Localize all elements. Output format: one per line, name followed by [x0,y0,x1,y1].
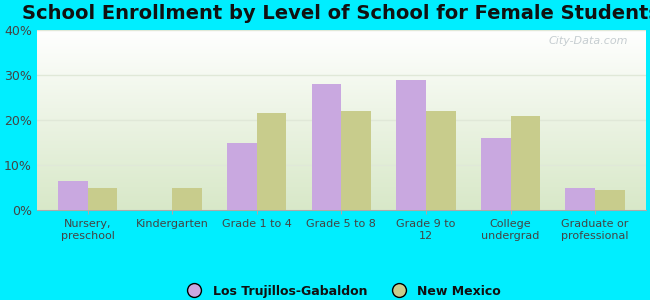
Bar [481,138,510,210]
Bar [312,84,341,210]
Bar [426,111,456,210]
Legend: Los Trujillos-Gabaldon, New Mexico: Los Trujillos-Gabaldon, New Mexico [177,280,506,300]
Bar [595,190,625,210]
Bar [510,116,540,210]
Bar [341,111,371,210]
Bar [227,142,257,210]
Bar [396,80,426,210]
Bar [58,181,88,210]
Text: City-Data.com: City-Data.com [548,36,627,46]
Title: School Enrollment by Level of School for Female Students: School Enrollment by Level of School for… [23,4,650,23]
Bar [257,113,287,210]
Bar [172,188,202,210]
Bar [566,188,595,210]
Bar [88,188,117,210]
